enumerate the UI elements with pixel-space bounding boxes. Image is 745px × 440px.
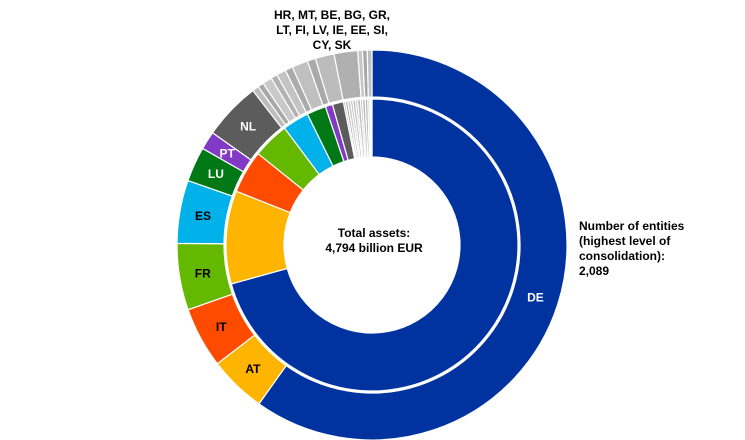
inner-segment-de: [230, 98, 519, 392]
inner-segment-sk: [370, 98, 373, 158]
outer-label-pt: PT: [220, 146, 236, 160]
outer-label-de: DE: [527, 291, 544, 305]
entities-note-line-4: 2,089: [579, 264, 610, 278]
outer-label-fr: FR: [195, 267, 211, 281]
entities-note-line-3: consolidation):: [579, 249, 665, 263]
center-label: Total assets: 4,794 billion EUR: [300, 226, 448, 256]
small-countries-line-3: CY, SK: [312, 38, 352, 52]
small-countries-label: HR, MT, BE, BG, GR, LT, FI, LV, IE, EE, …: [262, 8, 402, 53]
entities-note-line-1: Number of entities: [579, 219, 685, 233]
outer-label-at: AT: [245, 362, 261, 376]
small-countries-line-2: LT, FI, LV, IE, EE, SI,: [276, 23, 388, 37]
outer-label-nl: NL: [240, 120, 256, 134]
center-label-line-1: Total assets:: [337, 226, 411, 240]
small-countries-line-1: HR, MT, BE, BG, GR,: [273, 8, 390, 22]
entities-note: Number of entities (highest level of con…: [579, 219, 739, 279]
outer-label-es: ES: [195, 209, 211, 223]
center-label-line-2: 4,794 billion EUR: [325, 241, 423, 255]
outer-segment-de: [258, 49, 568, 440]
outer-label-lu: LU: [208, 167, 224, 181]
entities-note-line-2: (highest level of: [579, 234, 671, 248]
outer-label-it: IT: [216, 320, 227, 334]
outer-segment-sk: [366, 49, 373, 98]
